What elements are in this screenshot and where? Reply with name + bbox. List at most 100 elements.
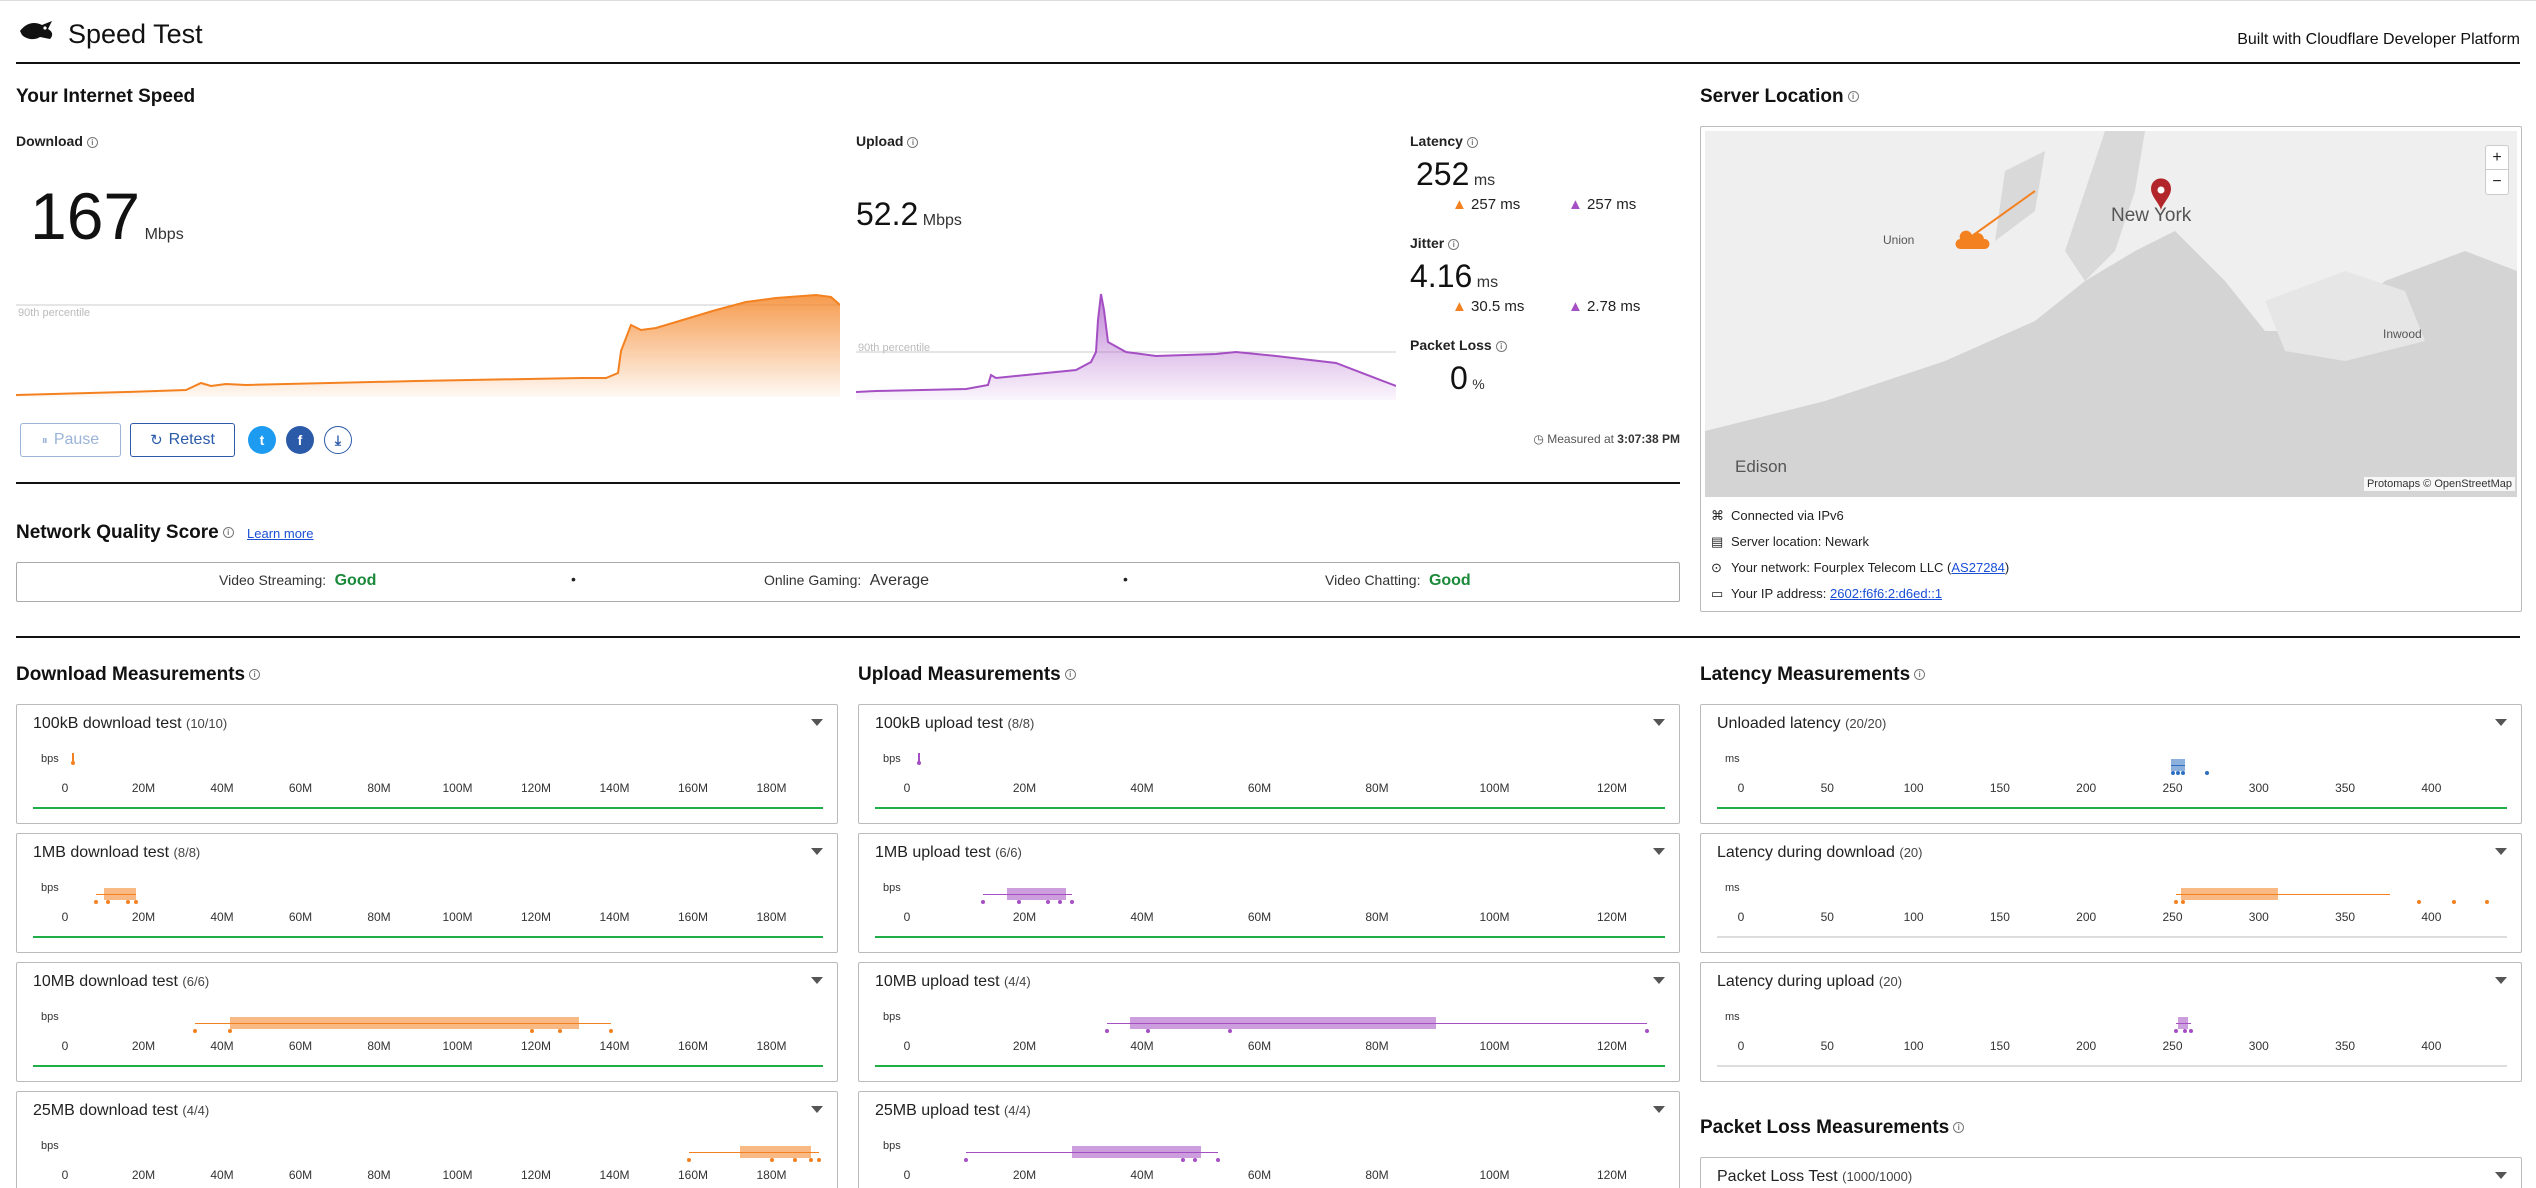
upload-percentile-label: 90th percentile [858,342,931,354]
chevron-down-icon[interactable] [2495,848,2507,855]
latency-down: ▲ 257 ms [1452,196,1521,213]
axis-tick-label: 40M [1130,781,1154,795]
connection-type: ⌘ Connected via IPv6 [1711,508,1844,523]
download-results-icon[interactable]: ⤓ [324,426,352,454]
axis-unit-label: bps [883,882,901,894]
status-line [875,807,1665,809]
pause-button[interactable]: ⏸ Pause [20,423,121,457]
measurement-test-title: 25MB download test (4/4) [33,1102,209,1120]
ip-address-link[interactable]: 2602:f6f6:2:d6ed::1 [1830,586,1943,601]
axis-tick-label: 0 [61,1168,69,1182]
axis-tick-label: 60M [1247,781,1272,795]
measured-at: ◷ Measured at 3:07:38 PM [1533,432,1680,446]
quality-online-gaming: Online Gaming: Average [764,572,930,589]
info-icon[interactable]: i [1914,669,1926,681]
location-pin-icon: ⊙ [1711,560,1722,575]
axis-tick-label: 120M [520,781,552,795]
network-quality-bar: Video Streaming: Good • Online Gaming: A… [16,562,1680,602]
map-attribution[interactable]: Protomaps © OpenStreetMap [2363,477,2515,491]
axis-tick-label: 100 [1903,781,1924,795]
chevron-down-icon[interactable] [2495,719,2507,726]
app-header: Speed Test Built with Cloudflare Develop… [0,0,2536,64]
data-point [1145,1029,1150,1033]
chevron-down-icon[interactable] [1653,977,1665,984]
asn-link[interactable]: AS27284 [1951,560,2005,575]
test-count: (8/8) [1007,716,1035,731]
server-location-title: Server Location i [1700,86,1859,108]
chevron-down-icon[interactable] [811,1106,823,1113]
axis-tick-label: 80M [1365,910,1389,924]
data-point [1104,1029,1109,1033]
axis-tick-label: 250 [2162,781,2183,795]
box-plot [740,1146,811,1158]
server-map[interactable] [1705,131,2517,497]
axis-tick-label: 180M [756,910,787,924]
info-icon[interactable]: i [1064,669,1076,681]
info-icon[interactable]: i [222,527,234,539]
upload-value: 52.2 Mbps [856,196,962,232]
packet-loss-measurements-title: Packet Loss Measurements i [1700,1117,1965,1139]
quality-video-chatting: Video Chatting: Good [1325,572,1471,589]
chevron-down-icon[interactable] [1653,848,1665,855]
packet-loss-label: Packet Loss i [1410,337,1507,353]
axis-tick-label: 60M [288,1168,313,1182]
axis-tick-label: 40M [210,1168,234,1182]
learn-more-link[interactable]: Learn more [247,526,314,541]
twitter-share-icon[interactable]: t [248,426,276,454]
download-label: Download i [16,133,98,149]
axis-tick-label: 400 [2421,1039,2442,1053]
data-point [1228,1029,1233,1033]
zoom-out-button[interactable]: − [2492,173,2502,190]
axis-tick-label: 100 [1903,1039,1924,1053]
chevron-down-icon[interactable] [2495,1172,2507,1179]
test-name: 1MB upload test [875,844,996,861]
axis-tick-label: 80M [1365,1039,1389,1053]
data-point [1216,1158,1221,1162]
test-count: (4/4) [182,1103,210,1118]
facebook-share-icon[interactable]: f [286,426,314,454]
chevron-down-icon[interactable] [1653,1106,1665,1113]
chevron-down-icon[interactable] [811,977,823,984]
axis-tick-label: 180M [756,781,787,795]
axis-tick-label: 60M [1247,1168,1272,1182]
clock-icon: ◷ [1533,432,1544,446]
axis-tick-label: 40M [1130,1039,1154,1053]
axis-unit-label: bps [883,753,901,765]
measurement-panel: 10MB download test (6/6) bps 0 20M 40M 60M 80M… [16,962,838,1082]
axis-tick-label: 0 [61,910,69,924]
axis-tick-label: 50 [1820,781,1834,795]
info-icon[interactable]: i [907,136,919,148]
test-count: (4/4) [1003,974,1031,989]
retest-button[interactable]: ↻ Retest [130,423,235,457]
chevron-down-icon[interactable] [1653,719,1665,726]
axis-unit-label: bps [41,882,59,894]
chevron-down-icon[interactable] [811,848,823,855]
info-icon[interactable]: i [249,669,261,681]
info-icon[interactable]: i [86,136,98,148]
axis-tick-label: 80M [367,781,391,795]
info-icon[interactable]: i [1466,136,1478,148]
data-point [963,1158,968,1162]
app-title: Speed Test [68,19,203,49]
status-line [875,936,1665,938]
info-icon[interactable]: i [1953,1122,1965,1134]
logo-icon [18,17,58,45]
axis-tick-label: 120M [520,1039,552,1053]
refresh-icon: ↻ [150,432,163,449]
info-icon[interactable]: i [1495,340,1507,352]
status-line [1717,807,2507,809]
status-line [1717,936,2507,938]
info-icon[interactable]: i [1847,91,1859,103]
info-icon[interactable]: i [1448,238,1460,250]
zoom-in-button[interactable]: + [2486,146,2508,170]
your-network: ⊙ Your network: Fourplex Telecom LLC (AS2… [1711,560,2010,575]
box-plot [229,1017,580,1029]
data-point [2170,771,2175,775]
status-line [33,807,823,809]
chevron-down-icon[interactable] [811,719,823,726]
data-point [1645,1029,1650,1033]
jitter-down: ▲ 30.5 ms [1452,298,1525,315]
axis-tick-label: 120M [1596,781,1628,795]
axis-unit-label: ms [1725,882,1740,894]
chevron-down-icon[interactable] [2495,977,2507,984]
